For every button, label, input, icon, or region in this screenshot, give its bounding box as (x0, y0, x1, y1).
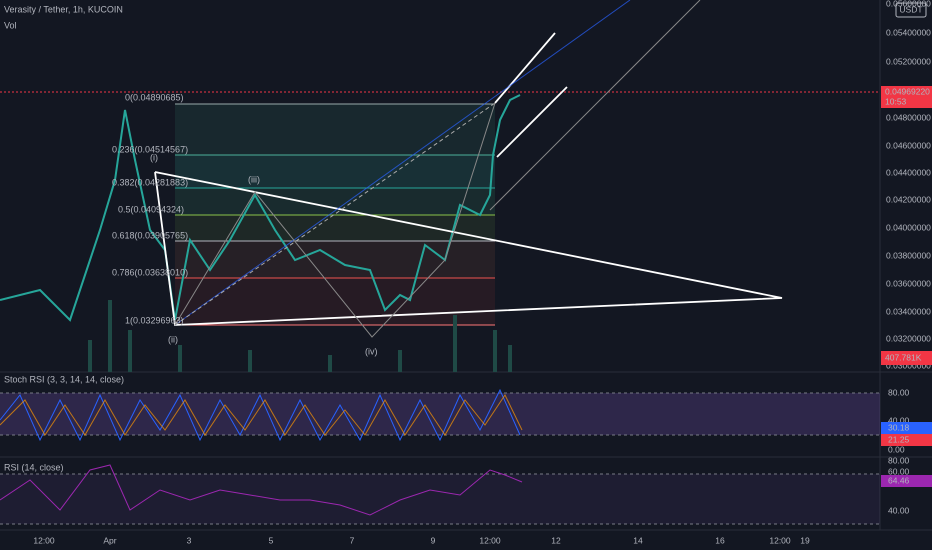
stoch-d (0, 393, 523, 436)
time-axis: 12:00 Apr 3 5 7 9 12:00 12 14 16 12:00 19 (33, 535, 810, 545)
fib-labels: 0(0.04890685) 0.236(0.04514567) 0.382(0.… (112, 92, 188, 325)
time-axis-label: 3 (187, 535, 192, 545)
stoch-band (0, 393, 880, 435)
volume-tag-value: 407.781K (885, 352, 922, 362)
fib-retracement (175, 103, 495, 326)
stoch-k (0, 388, 521, 442)
stoch-k-tag (881, 422, 932, 434)
volume-title[interactable]: Vol (4, 20, 17, 30)
price-axis-label: 0.03600000 (886, 278, 931, 288)
time-axis-label: 12:00 (33, 535, 55, 545)
price-axis-label: 0.05400000 (886, 27, 931, 37)
wave-label: (iii) (248, 174, 260, 184)
fib-label: 0.382(0.04281883) (112, 177, 188, 187)
fib-label: 0(0.04890685) (125, 92, 184, 102)
price-axis-label: 0.03400000 (886, 306, 931, 316)
time-axis-label: 9 (431, 535, 436, 545)
wave-label: (i) (150, 152, 158, 162)
stoch-d-value: 21.25 (888, 434, 910, 444)
currency[interactable]: USDT (899, 4, 922, 14)
currency-box[interactable] (895, 2, 927, 18)
stoch-d-tag (881, 434, 932, 446)
stoch-axis-label: 0.00 (888, 444, 905, 454)
time-axis-label: 12:00 (479, 535, 501, 545)
time-axis-label: 7 (350, 535, 355, 545)
price-axis-label: 0.03200000 (886, 333, 931, 343)
fib-label: 0.618(0.03905765) (112, 230, 188, 240)
fib-label: 0.5(0.04094324) (118, 204, 184, 214)
time-axis-label: 16 (715, 535, 725, 545)
rsi-tag (881, 475, 932, 487)
volume-bars (88, 300, 512, 372)
price-axis-label: 0.04800000 (886, 112, 931, 122)
rsi-band (0, 474, 880, 524)
time-axis-label: 19 (800, 535, 810, 545)
rsi-axis-label: 80.00 (888, 455, 910, 465)
time-axis-label: 12 (551, 535, 561, 545)
rsi-value: 64.46 (888, 475, 910, 485)
price-series (0, 94, 521, 322)
price-axis-label: 0.04400000 (886, 167, 931, 177)
rsi-axis-label: 60.00 (888, 466, 910, 476)
fib-label: 1(0.03296963) (125, 315, 184, 325)
trend-lines (154, 0, 783, 338)
wave-label: (iv) (365, 346, 378, 356)
stoch-axis-label: 40.00 (888, 415, 910, 425)
rsi-title[interactable]: RSI (14, close) (4, 462, 64, 472)
price-axis-label: 0.04000000 (886, 222, 931, 232)
price-axis-label: 0.03800000 (886, 250, 931, 260)
time-axis-label: 14 (633, 535, 643, 545)
price-axis-label: 0.05600000 (886, 0, 931, 8)
rsi-line (0, 464, 523, 516)
price-axis-label: 0.04600000 (886, 140, 931, 150)
price-tag-value: 0.04969220 (885, 86, 930, 96)
stoch-k-value: 30.18 (888, 422, 910, 432)
symbol-title[interactable]: Verasity / Tether, 1h, KUCOIN (4, 4, 123, 14)
price-axis: 0.05600000 0.05400000 0.05200000 0.04800000… (886, 0, 931, 370)
price-axis-label: 0.04200000 (886, 194, 931, 204)
price-tag (881, 86, 932, 108)
time-axis-label: 12:00 (769, 535, 791, 545)
price-axis-label: 0.03000000 (886, 360, 931, 370)
stoch-axis-label: 80.00 (888, 387, 910, 397)
volume-tag (881, 351, 932, 365)
fib-label: 0.786(0.03638010) (112, 267, 188, 277)
time-axis-label: 5 (269, 535, 274, 545)
wave-label: (ii) (168, 334, 178, 344)
stoch-title[interactable]: Stoch RSI (3, 3, 14, 14, close) (4, 374, 124, 384)
price-axis-label: 0.05200000 (886, 56, 931, 66)
price-tag-countdown: 10:53 (885, 96, 907, 106)
fib-label: 0.236(0.04514567) (112, 144, 188, 154)
rsi-axis-label: 40.00 (888, 505, 910, 515)
time-axis-label: Apr (103, 535, 116, 545)
